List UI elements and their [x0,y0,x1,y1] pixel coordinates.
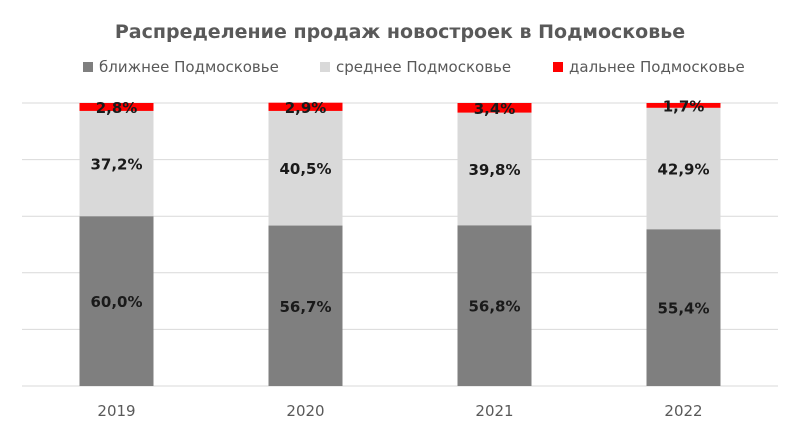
legend-swatch [320,62,330,72]
bar-segment [646,107,721,230]
data-label: 2,8% [96,99,138,117]
legend-label: дальнее Подмосковье [569,58,745,76]
bar-segment [646,229,721,386]
legend-swatch [83,62,93,72]
data-label: 40,5% [279,160,331,178]
bar-segment [268,110,343,226]
bar-segment [457,103,532,113]
data-label: 39,8% [468,161,520,179]
data-label: 3,4% [474,100,516,118]
x-axis-tick-labels: 2019 2020 2021 2022 [97,402,702,420]
legend-swatch [553,62,563,72]
data-label: 56,7% [279,298,331,316]
data-label: 1,7% [663,97,705,115]
bar-segment [79,216,154,386]
data-label: 37,2% [90,156,142,174]
bar-segment [646,103,721,108]
bar-segment [457,225,532,386]
legend-label: ближнее Подмосковье [99,58,279,76]
bar-segment [457,112,532,226]
chart-title: Распределение продаж новостроек в Подмос… [115,21,685,43]
legend-label: среднее Подмосковье [336,58,511,76]
bar-segment [268,225,343,386]
bar-segment [79,110,154,217]
bar-segment [268,102,343,111]
data-label: 55,4% [657,300,709,318]
data-label: 2,9% [285,99,327,117]
bars [79,102,721,386]
data-label: 56,8% [468,298,520,316]
x-tick-label: 2022 [664,402,702,420]
x-tick-label: 2020 [286,402,324,420]
x-tick-label: 2021 [475,402,513,420]
x-tick-label: 2019 [97,402,135,420]
legend: ближнее Подмосковье среднее Подмосковье да… [83,58,745,76]
bar-segment [79,103,154,111]
data-labels: 60,0% 37,2% 2,8% 56,7% 40,5% 2,9% 56,8% 39,8% 3,… [90,97,709,317]
data-label: 42,9% [657,161,709,179]
data-label: 60,0% [90,293,142,311]
